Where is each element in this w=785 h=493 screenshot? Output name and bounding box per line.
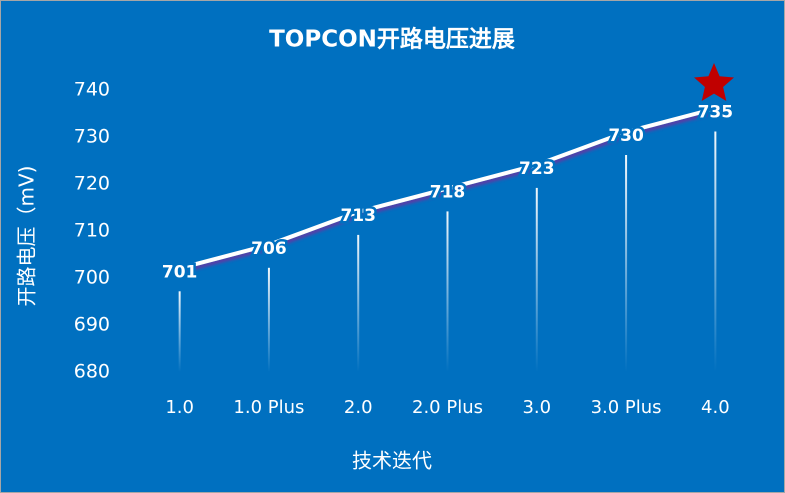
value-label: 730 [608,126,644,146]
x-tick-label: 3.0 [522,397,551,418]
x-tick-label: 4.0 [701,397,730,418]
drop-line [178,291,181,372]
value-label: 713 [340,206,376,226]
x-tick-label: 2.0 [344,397,373,418]
star-icon [694,63,734,101]
y-tick-label: 710 [74,220,110,242]
value-label: 718 [430,182,466,202]
drop-line [357,234,360,372]
drop-line [267,267,270,372]
value-label: 706 [251,239,287,259]
drop-line [446,211,449,372]
y-tick-label: 700 [74,267,110,289]
y-tick-label: 690 [74,314,110,336]
x-tick-label: 3.0 Plus [591,397,662,418]
chart-title: TOPCON开路电压进展 [269,26,515,53]
x-axis-title: 技术迭代 [352,449,432,473]
y-tick-label: 680 [74,361,110,383]
drop-line [714,131,717,372]
x-tick-label: 1.0 [165,397,194,418]
data-line [179,106,716,271]
x-tick-label: 1.0 Plus [233,397,304,418]
drop-line [625,155,628,372]
y-tick-label: 720 [74,173,110,195]
value-label: 701 [162,262,198,282]
x-tick-label: 2.0 Plus [412,397,483,418]
value-label: 723 [519,159,555,179]
drop-line [535,187,538,372]
value-label: 735 [698,103,734,123]
y-tick-label: 730 [74,126,110,148]
y-axis-title: 开路电压（mV) [15,166,39,307]
y-tick-label: 740 [74,79,110,101]
